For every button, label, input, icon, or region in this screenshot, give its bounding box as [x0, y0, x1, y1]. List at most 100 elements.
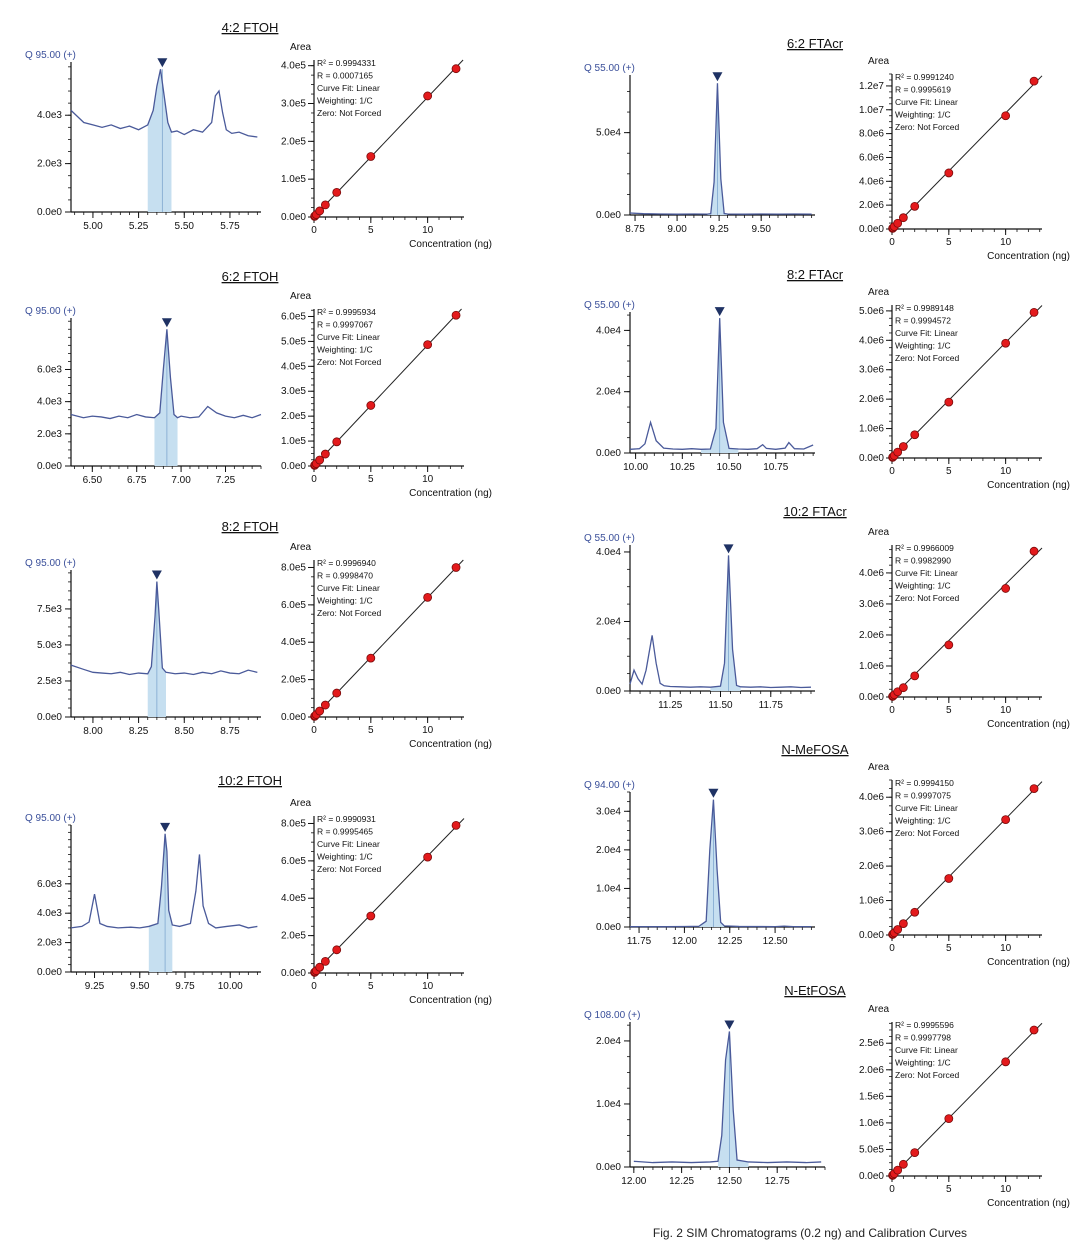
chromatogram-n-mefosa: N-MeFOSA Q 94.00 (+) 11.75 12.00 12.25 12.50 0… — [584, 742, 849, 947]
x-tick-label: 10.00 — [218, 981, 243, 992]
y-tick-label: 4.0e4 — [596, 325, 621, 336]
trace-line — [70, 329, 262, 420]
y-tick-label: 0.0e0 — [859, 930, 884, 941]
x-tick-label: 12.25 — [717, 936, 742, 947]
zero-label: Zero: Not Forced — [895, 593, 960, 603]
calibration-point — [366, 152, 376, 161]
r-stat: R = 0.9997067 — [317, 320, 373, 330]
y-tick-label: 4.0e6 — [859, 176, 884, 187]
y-tick-label: 3.0e5 — [281, 386, 306, 397]
ion-label: Q 95.00 (+) — [25, 558, 76, 569]
chromatogram-6-2-ftacr: 6:2 FTAcr Q 55.00 (+) 8.75 9.00 9.25 9.50 0.0e… — [584, 36, 844, 235]
y-tick-label: 0.0e0 — [596, 922, 621, 933]
calibration-point — [451, 820, 461, 830]
r2-stat: R² = 0.9995596 — [895, 1020, 954, 1030]
y-axis-title: Area — [868, 1004, 890, 1015]
peak-marker-icon — [151, 570, 162, 580]
y-tick-label: 0.0e0 — [596, 448, 621, 459]
r-stat: R = 0.9995619 — [895, 85, 951, 95]
y-axis-title: Area — [290, 798, 312, 809]
x-axis-title: Concentration (ng) — [987, 251, 1070, 262]
x-tick-label: 12.50 — [717, 1176, 742, 1187]
x-tick-label: 8.75 — [625, 224, 645, 235]
x-tick-label: 5.50 — [175, 221, 195, 232]
x-tick-label: 12.00 — [672, 936, 697, 947]
x-axis-title: Concentration (ng) — [987, 957, 1070, 968]
calibration-8-2-ftacr: Area Concentration (ng) 0 5 10 0.0e0 1.0e6 2.0e… — [859, 287, 1070, 491]
calibration-point — [1029, 1025, 1039, 1035]
curve-fit-label: Curve Fit: Linear — [895, 328, 958, 338]
ion-label: Q 55.00 (+) — [584, 63, 635, 74]
y-tick-label: 1.0e4 — [596, 883, 621, 894]
calibration-point — [910, 907, 920, 917]
curve-fit-label: Curve Fit: Linear — [317, 83, 380, 93]
zero-label: Zero: Not Forced — [317, 864, 382, 874]
y-tick-label: 1.0e5 — [281, 174, 306, 185]
weighting-label: Weighting: 1/C — [895, 581, 951, 591]
x-tick-label: 11.50 — [708, 700, 733, 711]
zero-label: Zero: Not Forced — [895, 1070, 960, 1080]
calibration-point — [1029, 307, 1039, 317]
zero-label: Zero: Not Forced — [895, 353, 960, 363]
y-tick-label: 2.0e6 — [859, 200, 884, 211]
curve-fit-label: Curve Fit: Linear — [317, 839, 380, 849]
trace-line — [70, 581, 258, 676]
x-tick-label: 8.75 — [220, 726, 240, 737]
calibration-n-etfosa: Area Concentration (ng) 0 5 10 0.0e0 5.0e5 1.0e… — [859, 1004, 1070, 1209]
x-tick-label: 10 — [422, 474, 434, 485]
y-tick-label: 2.0e6 — [859, 394, 884, 405]
zero-label: Zero: Not Forced — [317, 357, 382, 367]
y-tick-label: 0.0e0 — [859, 453, 884, 464]
y-tick-label: 2.0e6 — [859, 1065, 884, 1076]
calibration-point — [320, 957, 330, 966]
x-tick-label: 10 — [1000, 943, 1012, 954]
y-tick-label: 2.5e3 — [37, 676, 62, 687]
calibration-point — [893, 925, 903, 934]
x-tick-label: 9.25 — [709, 224, 729, 235]
y-tick-label: 4.0e4 — [596, 547, 621, 558]
calibration-point — [910, 430, 920, 440]
panel-title: N-EtFOSA — [784, 983, 846, 998]
weighting-label: Weighting: 1/C — [317, 596, 373, 606]
ion-label: Q 95.00 (+) — [25, 813, 76, 824]
y-tick-label: 0.0e0 — [596, 1162, 621, 1173]
x-tick-label: 0 — [311, 981, 317, 992]
calibration-point — [1001, 111, 1011, 121]
r2-stat: R² = 0.9989148 — [895, 303, 954, 313]
calibration-point — [423, 592, 433, 602]
r2-stat: R² = 0.9966009 — [895, 543, 954, 553]
x-tick-label: 0 — [889, 943, 895, 954]
r-stat: R = 0.9998470 — [317, 571, 373, 581]
x-tick-label: 9.75 — [175, 981, 195, 992]
x-tick-label: 10.75 — [763, 462, 788, 473]
calibration-10-2-ftoh: Area Concentration (ng) 0 5 10 0.0e0 2.0e5 4.0e… — [281, 798, 492, 1006]
y-axis-title: Area — [290, 42, 312, 53]
y-tick-label: 0.0e0 — [37, 461, 62, 472]
y-tick-label: 6.0e5 — [281, 600, 306, 611]
y-tick-label: 2.0e5 — [281, 931, 306, 942]
ion-label: Q 95.00 (+) — [25, 50, 76, 61]
y-tick-label: 1.0e7 — [859, 105, 884, 116]
calibration-point — [366, 653, 376, 663]
x-axis-title: Concentration (ng) — [987, 1198, 1070, 1209]
x-axis-title: Concentration (ng) — [987, 719, 1070, 730]
y-tick-label: 3.0e5 — [281, 99, 306, 110]
x-tick-label: 9.50 — [751, 224, 771, 235]
x-tick-label: 9.50 — [130, 981, 150, 992]
r2-stat: R² = 0.9994150 — [895, 778, 954, 788]
calibration-point — [451, 310, 461, 320]
peak-area — [148, 833, 173, 972]
x-tick-label: 10 — [422, 725, 434, 736]
curve-fit-label: Curve Fit: Linear — [895, 1045, 958, 1055]
calibration-point — [366, 911, 376, 921]
y-tick-label: 5.0e5 — [281, 336, 306, 347]
x-tick-label: 10 — [1000, 1184, 1012, 1195]
calibration-point — [1029, 784, 1039, 794]
calibration-point — [332, 688, 342, 698]
calibration-point — [332, 437, 342, 447]
calibration-6-2-ftoh: Area Concentration (ng) 0 5 10 0.0e0 1.0e5 2.0e… — [281, 291, 492, 499]
panel-title: N-MeFOSA — [781, 742, 849, 757]
calibration-point — [893, 1165, 903, 1175]
x-tick-label: 5.25 — [129, 221, 149, 232]
